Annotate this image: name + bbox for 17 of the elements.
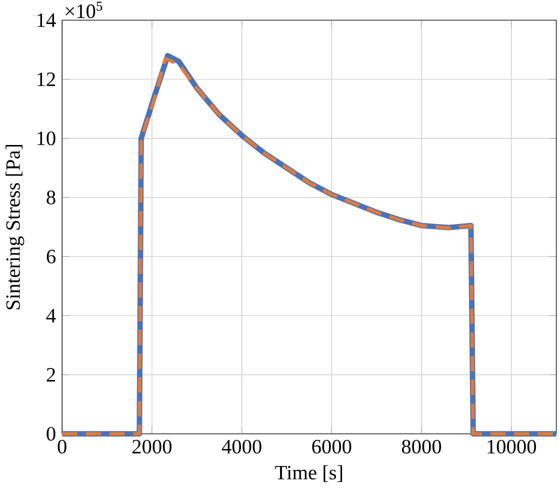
- y-axis-title: Sintering Stress [Pa]: [6, 145, 24, 310]
- y-tick-label: 8: [46, 190, 56, 204]
- x-tick-label: 10000: [488, 440, 536, 454]
- x-tick-label: 6000: [312, 440, 352, 454]
- y-tick-label: 4: [46, 309, 56, 323]
- text: ×10$^{5}$: [66, 2, 102, 18]
- y-tick-label: 0: [46, 427, 56, 441]
- x-tick-label: 8000: [402, 440, 442, 454]
- x-axis-title: Time [s]: [275, 465, 342, 482]
- y-tick-label: 12: [38, 72, 55, 86]
- y-tick-label: 14: [38, 14, 56, 28]
- y-tick-label: 10: [38, 132, 56, 146]
- x-tick-label: 4000: [222, 440, 262, 454]
- x-tick-label: 0: [58, 440, 66, 454]
- x-tick-label: 2000: [132, 440, 172, 454]
- y-tick-label: 2: [46, 368, 55, 382]
- y-tick-label: 6: [46, 250, 56, 264]
